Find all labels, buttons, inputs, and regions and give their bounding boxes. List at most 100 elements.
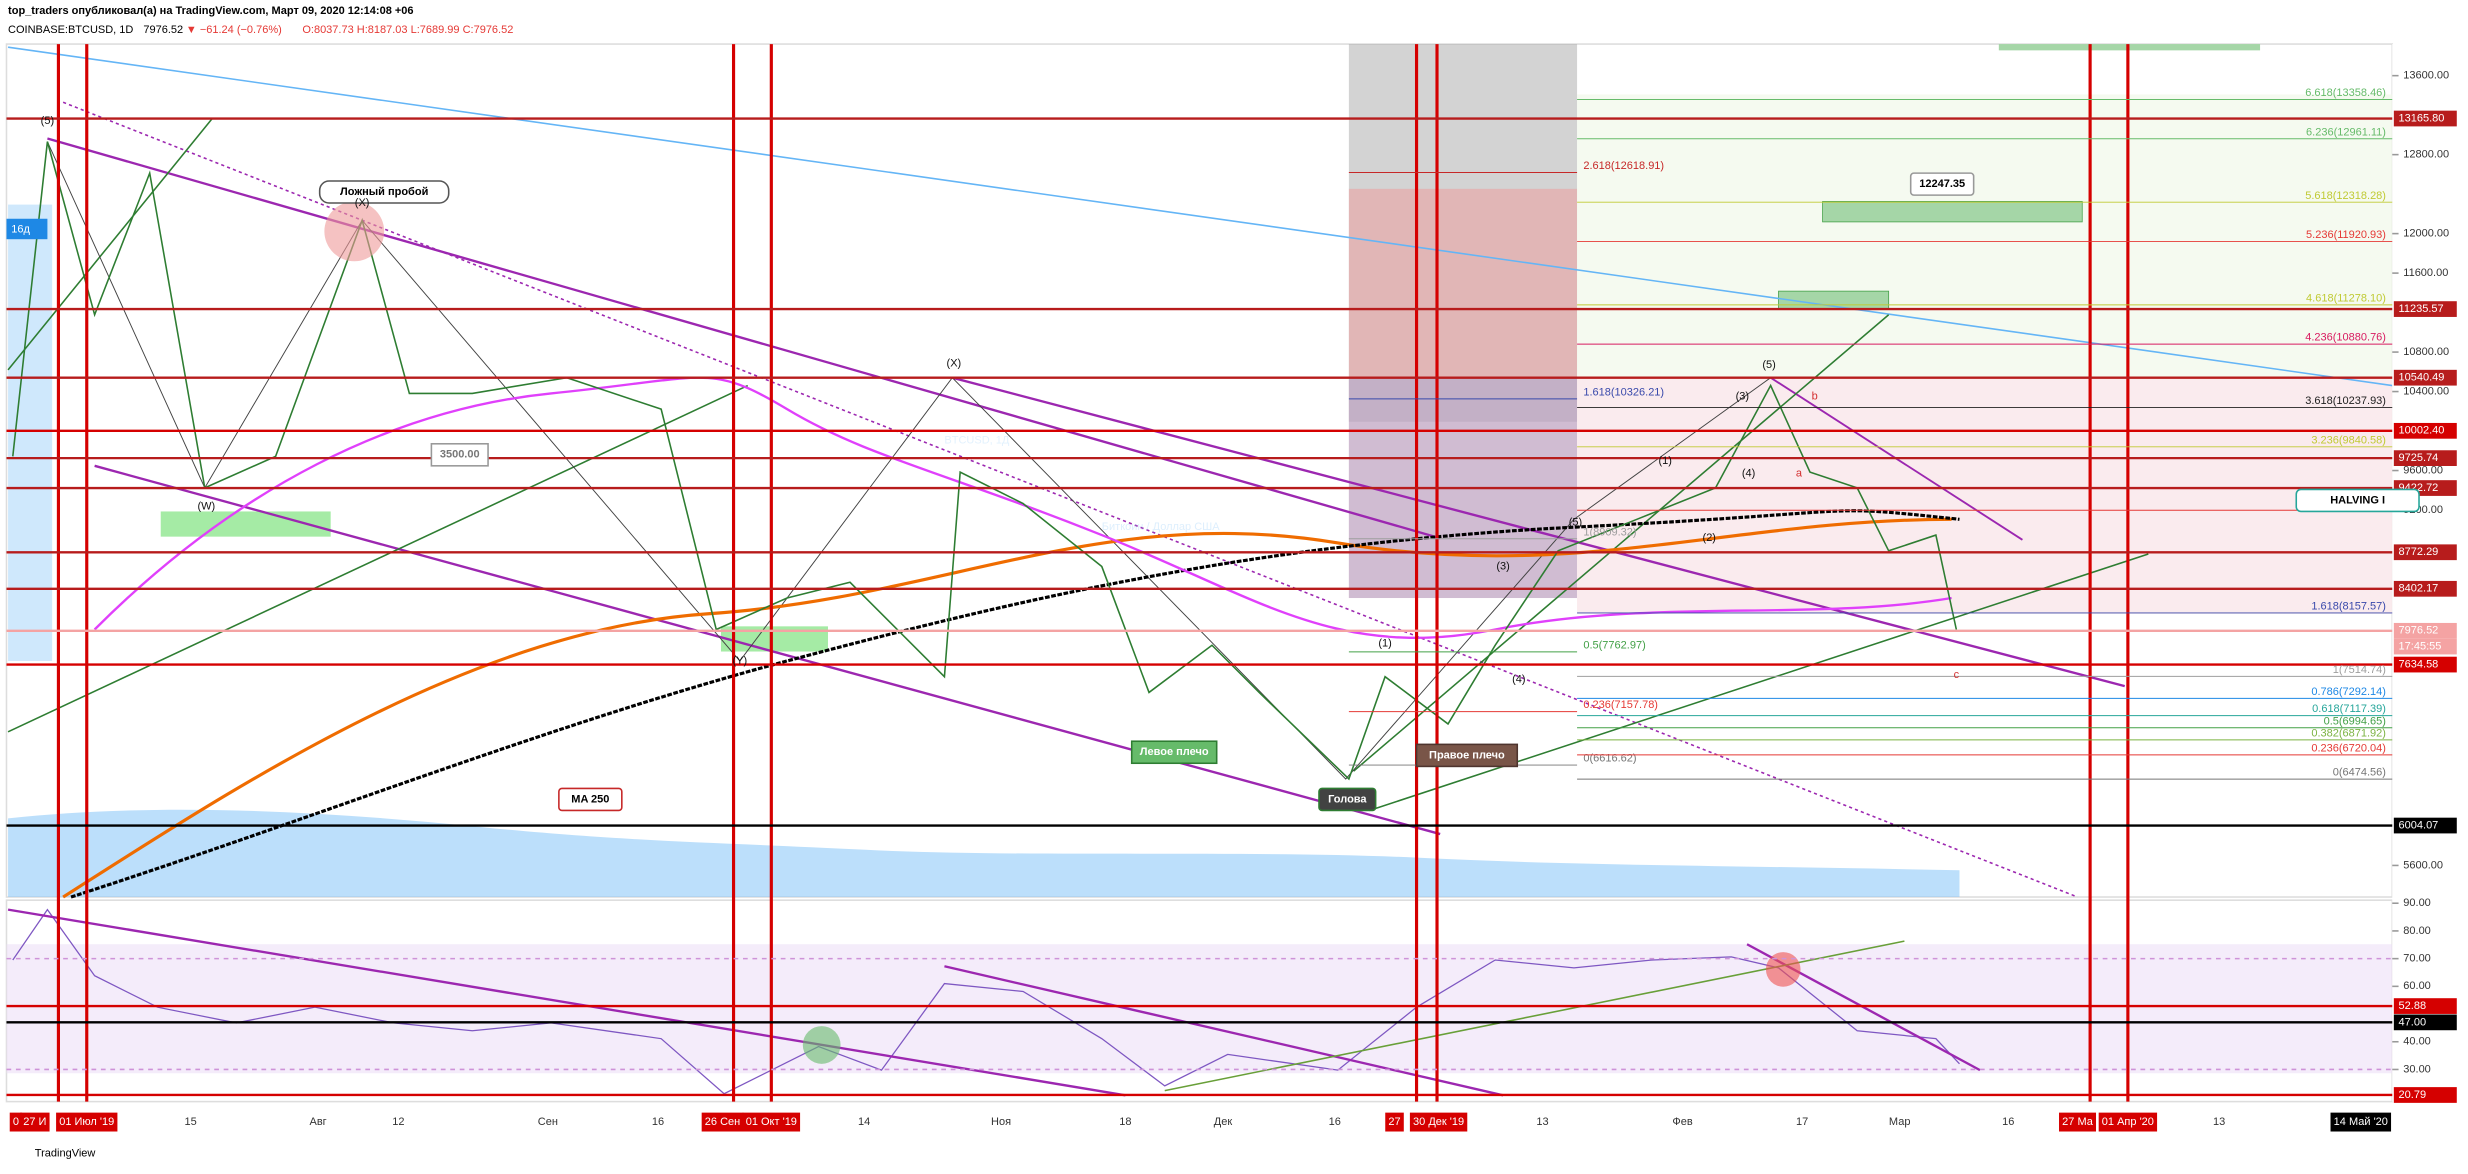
y-tick-label: 10800.00 xyxy=(2403,346,2449,358)
wave-label: (2) xyxy=(1703,532,1716,544)
time-axis xyxy=(0,1104,2468,1137)
time-label-box xyxy=(1385,1112,1404,1132)
x-tick-label: 18 xyxy=(1119,1116,1131,1128)
zone xyxy=(1822,201,2083,223)
fib-zone xyxy=(1577,377,2393,614)
annotation: Левое плечо xyxy=(1140,746,1209,758)
trend-line xyxy=(7,117,214,371)
footer-logo: TradingView xyxy=(35,1147,96,1159)
price-label: 11235.57 xyxy=(2399,303,2444,315)
y-tick-label: 70.00 xyxy=(2403,953,2431,965)
wave-label: (4) xyxy=(1512,674,1525,686)
time-label-box xyxy=(2098,1112,2158,1132)
price-label: 8402.17 xyxy=(2399,583,2439,595)
fib-label: 6.236(12961.11) xyxy=(2306,126,2386,138)
y-tick-label: 90.00 xyxy=(2403,897,2431,909)
x-tick-label: Ноя xyxy=(991,1116,1011,1128)
ma-orange xyxy=(62,517,1952,899)
wave-label: (X) xyxy=(947,357,962,369)
annotation: 3500.00 xyxy=(440,449,480,461)
price-label: 8772.29 xyxy=(2399,546,2439,558)
fib-label: 0.382(6871.92) xyxy=(2311,727,2386,739)
channel-line xyxy=(952,376,2126,688)
callout-box xyxy=(2295,488,2420,513)
callout-box xyxy=(1415,743,1519,768)
dotted-line xyxy=(62,101,2078,898)
rsi-marker xyxy=(1765,952,1801,987)
price-label-box xyxy=(2393,998,2457,1014)
wave-label: (5) xyxy=(1569,516,1582,528)
price-label: 10002.40 xyxy=(2399,425,2445,437)
symbol: COINBASE:BTCUSD, 1D xyxy=(8,24,133,36)
annotation: Ложный пробой xyxy=(340,186,428,198)
ohlc: O:8037.73 H:8187.03 L:7689.99 C:7976.52 xyxy=(302,24,513,36)
tag-box xyxy=(6,218,48,240)
fib-label: 1(8909.32) xyxy=(1583,526,1636,538)
y-tick-label: 30.00 xyxy=(2403,1063,2431,1075)
fib-label: 5.236(11920.93) xyxy=(2306,229,2386,241)
x-tick-label: 01 Апр '20 xyxy=(2102,1116,2154,1128)
price-label: 13165.80 xyxy=(2399,112,2445,124)
wave-label: (Y) xyxy=(733,655,748,667)
y-tick-label: 80.00 xyxy=(2403,925,2431,937)
wave-label: (3) xyxy=(1496,560,1509,572)
callout-box xyxy=(318,180,450,204)
y-tick-label: 13600.00 xyxy=(2403,70,2449,82)
x-tick-label: 01 Июл '19 xyxy=(59,1116,114,1128)
price-label-box xyxy=(2393,1087,2457,1103)
x-tick-label: 27 И xyxy=(23,1116,46,1128)
price-label: 52.88 xyxy=(2399,1000,2427,1012)
ma-magenta xyxy=(93,376,1952,640)
wave-label: (4) xyxy=(1742,468,1755,480)
time-label-box xyxy=(2393,638,2457,655)
fib-label: 6.618(13358.46) xyxy=(2305,87,2386,99)
price-label-box xyxy=(2393,656,2457,673)
time-label-box xyxy=(20,1112,50,1132)
annotation: Голова xyxy=(1328,793,1367,805)
x-tick-label: Авг xyxy=(309,1116,326,1128)
zone xyxy=(160,511,331,537)
x-tick-label: 15 xyxy=(184,1116,196,1128)
x-tick-label: 27 Ма xyxy=(2062,1116,2094,1128)
fib-label: 1.618(8157.57) xyxy=(2311,601,2386,613)
time-label-box xyxy=(2330,1112,2392,1132)
y-tick-label: 40.00 xyxy=(2403,1036,2431,1048)
time-label-box xyxy=(742,1112,801,1132)
trend-line xyxy=(7,384,749,733)
callout-box xyxy=(1130,740,1218,765)
volume xyxy=(8,809,1960,898)
annotation: MA 250 xyxy=(571,793,609,805)
x-tick-label: 26 Сен xyxy=(705,1116,740,1128)
price-label-box xyxy=(2393,450,2457,466)
price-label-box xyxy=(2393,1014,2457,1031)
price-label: 7634.58 xyxy=(2399,658,2439,670)
drawings xyxy=(7,44,2393,1102)
trend-line xyxy=(7,46,2393,387)
x-tick-label: 16 xyxy=(2002,1116,2014,1128)
fib-label: 4.236(10880.76) xyxy=(2305,332,2386,344)
x-tick-label: 13 xyxy=(2213,1116,2225,1128)
x-tick-label: Мар xyxy=(1889,1116,1911,1128)
x-tick-label: 27 xyxy=(1388,1116,1400,1128)
marker xyxy=(324,201,385,262)
x-tick-label: 30 Дек '19 xyxy=(1413,1116,1464,1128)
annotation: Правое плечо xyxy=(1429,749,1505,761)
rsi-trend xyxy=(944,965,1504,1097)
price-label: 47.00 xyxy=(2399,1016,2427,1028)
callout-box xyxy=(430,443,489,467)
last-price: 7976.52 xyxy=(143,24,183,36)
x-tick-label: Фев xyxy=(1672,1116,1692,1128)
x-tick-label: Сен xyxy=(538,1116,558,1128)
price-axis xyxy=(2392,44,2468,1102)
time-label-box xyxy=(56,1112,118,1132)
x-tick-label: 17 xyxy=(1796,1116,1808,1128)
fib-label: 0(6616.62) xyxy=(1583,753,1636,765)
price-label: 10540.49 xyxy=(2399,372,2445,384)
price-label-box xyxy=(2393,369,2457,386)
fib-label: 2.618(12618.91) xyxy=(1583,160,1664,172)
fib-label: 0.786(7292.14) xyxy=(2311,686,2386,698)
y-tick-label: 60.00 xyxy=(2403,980,2431,992)
trend-line xyxy=(1369,553,2149,812)
wave-label: b xyxy=(1812,390,1818,402)
